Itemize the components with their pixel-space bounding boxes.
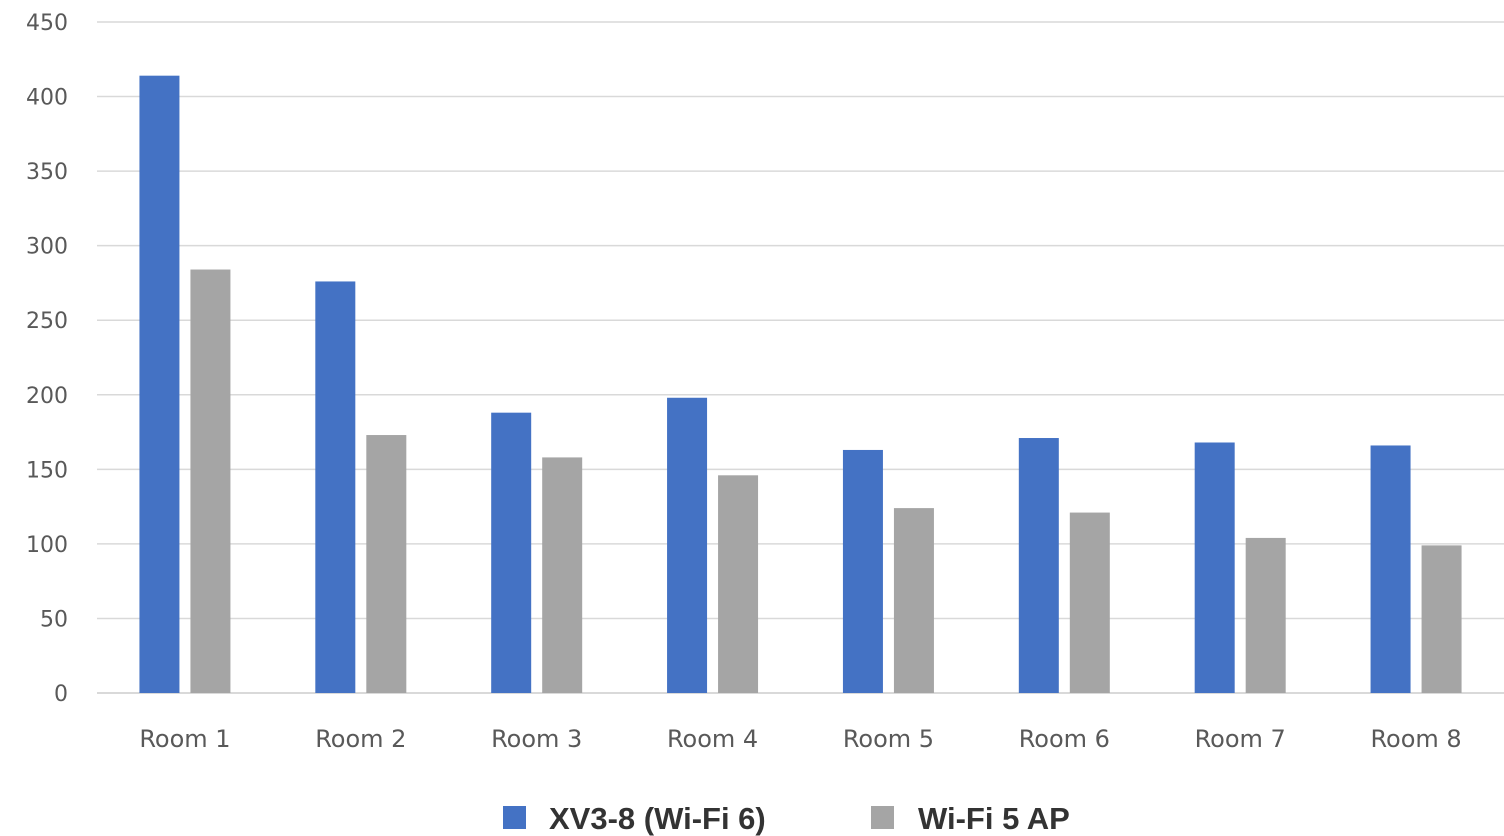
x-axis-category-labels: Room 1 Room 2 Room 3 Room 4 Room 5 Room 6 Room… bbox=[139, 725, 1461, 753]
y-tick-label: 100 bbox=[26, 533, 68, 558]
bar-xv3-8 bbox=[1018, 438, 1059, 693]
legend: XV3-8 (Wi-Fi 6) Wi-Fi 5 AP bbox=[503, 801, 1070, 836]
bar-xv3-8 bbox=[1370, 445, 1411, 693]
x-category-label: Room 8 bbox=[1370, 725, 1461, 753]
bar-xv3-8 bbox=[491, 412, 532, 693]
y-tick-label: 0 bbox=[54, 682, 68, 707]
y-tick-label: 300 bbox=[26, 235, 68, 260]
legend-swatch bbox=[503, 806, 526, 829]
bar-xv3-8 bbox=[315, 281, 356, 693]
legend-label: XV3-8 (Wi-Fi 6) bbox=[549, 801, 766, 836]
bar-wifi5 bbox=[1069, 512, 1110, 693]
legend-label: Wi-Fi 5 AP bbox=[918, 801, 1070, 836]
y-tick-label: 350 bbox=[26, 160, 68, 185]
bar-xv3-8 bbox=[139, 75, 180, 694]
bars bbox=[139, 75, 1462, 694]
legend-swatch bbox=[871, 806, 894, 829]
x-category-label: Room 7 bbox=[1195, 725, 1286, 753]
bar-xv3-8 bbox=[1194, 442, 1235, 693]
bar-wifi5 bbox=[718, 475, 759, 693]
bar-wifi5 bbox=[542, 457, 583, 693]
x-category-label: Room 1 bbox=[139, 725, 230, 753]
bar-wifi5 bbox=[893, 508, 934, 693]
bar-wifi5 bbox=[1421, 545, 1462, 693]
bar-wifi5 bbox=[1245, 537, 1286, 693]
x-category-label: Room 5 bbox=[843, 725, 934, 753]
y-tick-label: 250 bbox=[26, 309, 68, 334]
bar-wifi5 bbox=[366, 435, 407, 693]
bar-xv3-8 bbox=[667, 397, 708, 693]
y-axis-tick-labels: 0 50 100 150 200 250 300 350 400 450 bbox=[26, 11, 68, 707]
y-tick-label: 150 bbox=[26, 458, 68, 483]
bar-xv3-8 bbox=[842, 449, 883, 693]
y-tick-label: 450 bbox=[26, 11, 68, 36]
x-category-label: Room 4 bbox=[667, 725, 758, 753]
x-category-label: Room 3 bbox=[491, 725, 582, 753]
gridlines bbox=[97, 21, 1504, 620]
bar-wifi5 bbox=[190, 269, 231, 693]
y-tick-label: 400 bbox=[26, 86, 68, 111]
x-category-label: Room 2 bbox=[315, 725, 406, 753]
y-tick-label: 50 bbox=[40, 607, 68, 632]
x-category-label: Room 6 bbox=[1019, 725, 1110, 753]
y-tick-label: 200 bbox=[26, 384, 68, 409]
